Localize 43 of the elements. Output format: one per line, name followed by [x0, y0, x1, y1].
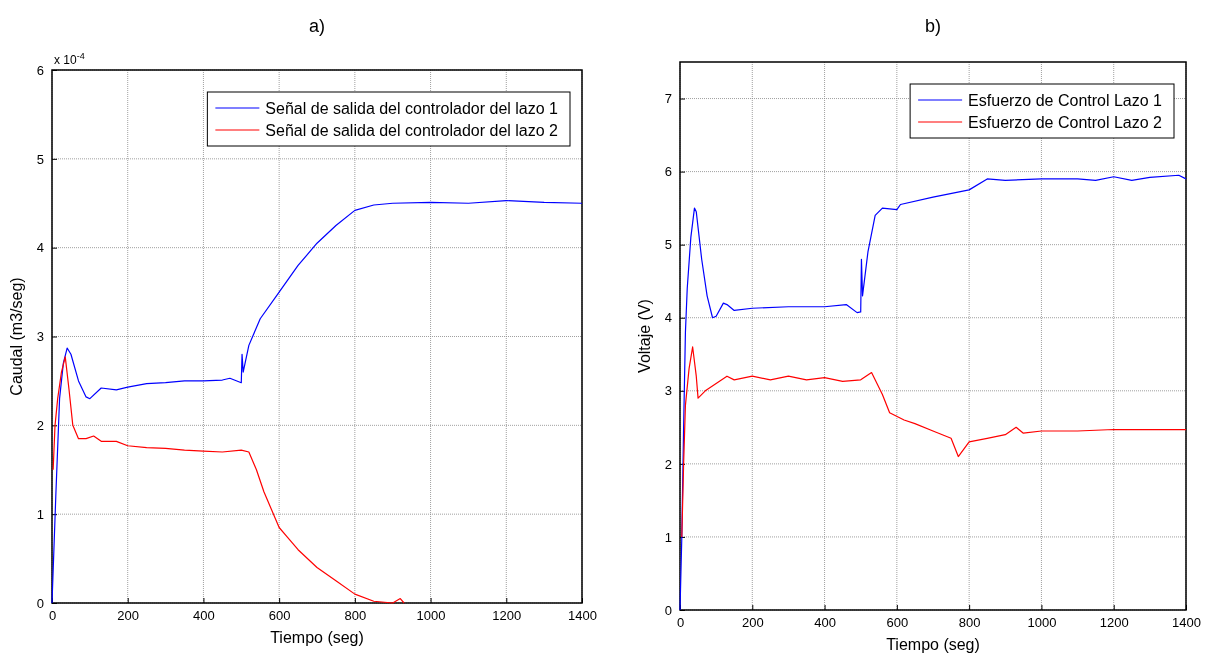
y-tick-label: 1	[36, 506, 44, 522]
x-tick-label: 1000	[1027, 615, 1057, 631]
y-tick-label: 6	[36, 62, 44, 78]
x-tick-label: 800	[344, 608, 367, 624]
y-tick-label: 2	[36, 417, 44, 433]
y-tick-label: 5	[36, 151, 44, 167]
y-tick-label: 3	[36, 329, 44, 345]
y-axis-title: Voltaje (V)	[636, 299, 653, 373]
line-series	[52, 356, 405, 604]
x-tick-label: 1400	[1172, 615, 1201, 631]
y-tick-label: 7	[664, 91, 672, 107]
legend-label: Esfuerzo de Control Lazo 2	[968, 114, 1163, 131]
x-tick-label: 200	[117, 608, 140, 624]
x-tick-label: 800	[958, 615, 981, 631]
x-tick-label: 600	[886, 615, 909, 631]
y-axis-title: Caudal (m3/seg)	[8, 277, 25, 396]
y-tick-label: 3	[664, 383, 672, 399]
legend-label: Señal de salida del controlador del lazo 1	[265, 100, 559, 117]
x-tick-label: 600	[268, 608, 291, 624]
line-series	[681, 346, 1187, 538]
chart-title: b)	[924, 16, 942, 36]
x-axis-title: Tiempo (seg)	[270, 629, 364, 646]
x-tick-label: 0	[676, 615, 685, 631]
x-tick-label: 400	[193, 608, 215, 624]
y-tick-label: 2	[664, 456, 672, 472]
y-tick-label: 1	[664, 529, 672, 545]
x-tick-label: 0	[48, 608, 57, 624]
legend-label: Esfuerzo de Control Lazo 1	[968, 92, 1163, 109]
x-tick-label: 1000	[416, 608, 446, 624]
x-tick-label: 1200	[1099, 615, 1129, 631]
x-tick-label: 1200	[492, 608, 522, 624]
x-axis-title: Tiempo (seg)	[886, 636, 980, 653]
chart-title: a)	[308, 16, 326, 36]
y-tick-label: 5	[664, 237, 672, 253]
y-tick-label: 0	[36, 595, 44, 611]
legend-label: Señal de salida del controlador del lazo 2	[265, 122, 559, 139]
y-tick-label: 6	[664, 164, 672, 180]
x-tick-label: 1400	[568, 608, 597, 624]
y-tick-label: 4	[664, 310, 672, 326]
text: x 10$^{-4}$	[54, 51, 85, 67]
x-tick-label: 400	[814, 615, 836, 631]
x-tick-label: 200	[741, 615, 764, 631]
y-tick-label: 4	[36, 240, 44, 256]
